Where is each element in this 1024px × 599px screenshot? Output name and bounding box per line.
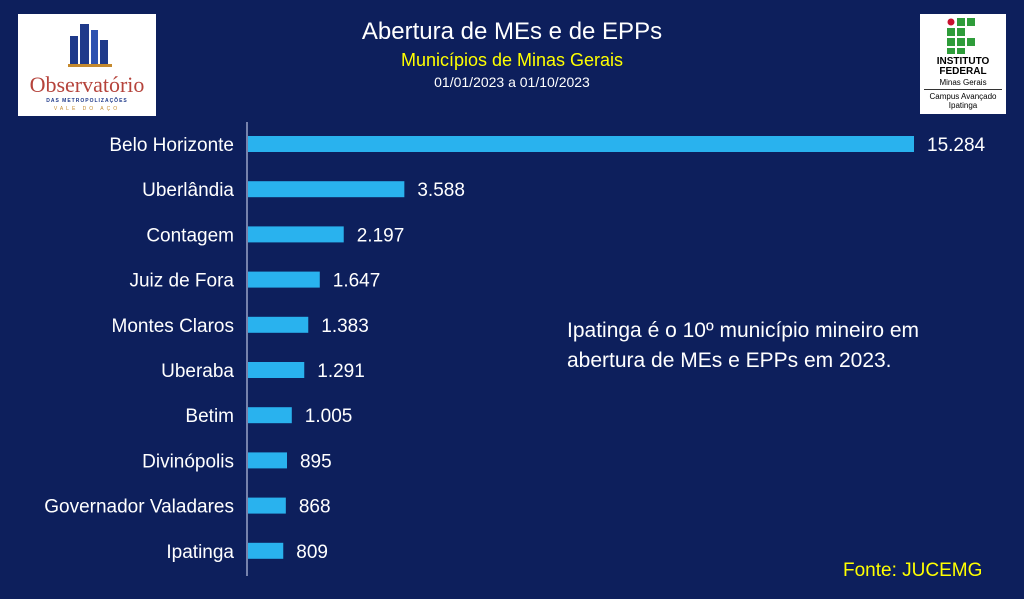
observatorio-logo-line2: DAS METROPOLIZAÇÕES [46, 98, 128, 104]
data-label: 809 [296, 542, 328, 563]
category-label: Betim [185, 406, 234, 427]
bar [248, 407, 292, 424]
data-label: 895 [300, 451, 332, 472]
observatorio-logo-line3: VALE DO AÇO [53, 106, 121, 112]
bar [248, 362, 305, 378]
category-label: Montes Claros [112, 316, 235, 337]
category-label: Divinópolis [142, 451, 234, 472]
bar [248, 452, 287, 469]
category-label: Ipatinga [166, 542, 234, 563]
ifmg-logo-line3: Minas Gerais [939, 78, 987, 87]
ifmg-logo-line5: Ipatinga [948, 101, 978, 110]
category-label: Uberaba [161, 361, 234, 382]
data-label: 1.383 [321, 316, 369, 337]
source-note: Fonte: JUCEMG [843, 560, 983, 581]
bar [248, 226, 344, 243]
data-label: 3.588 [417, 180, 465, 201]
data-label: 2.197 [357, 225, 405, 246]
observatorio-logo: Observatório DAS METROPOLIZAÇÕES VALE DO… [18, 14, 156, 116]
chart-subtitle: Municípios de Minas Gerais [400, 50, 624, 70]
category-label: Juiz de Fora [129, 271, 234, 292]
ifmg-logo-line2: FEDERAL [939, 66, 987, 77]
bar [248, 181, 405, 198]
ifmg-emblem-icon [947, 18, 975, 54]
bar [248, 271, 320, 288]
bar [248, 316, 309, 333]
category-label: Uberlândia [142, 180, 234, 201]
date-range: 01/01/2023 a 01/10/2023 [434, 74, 590, 90]
data-label: 868 [299, 497, 331, 518]
ifmg-logo-line1: INSTITUTO [936, 56, 990, 67]
annotation-text: Ipatinga é o 10º município mineiro em ab… [567, 319, 920, 372]
observatorio-logo-name: Observatório [29, 72, 145, 97]
category-label: Belo Horizonte [109, 135, 234, 156]
ifmg-logo-divider [924, 89, 1002, 90]
chart-title: Abertura de MEs e de EPPs [361, 18, 663, 45]
ifmg-logo: INSTITUTO FEDERAL Minas Gerais Campus Av… [920, 14, 1006, 114]
bar [248, 542, 284, 559]
data-label: 1.291 [317, 361, 365, 382]
data-label: 15.284 [927, 135, 986, 156]
data-label: 1.647 [333, 271, 381, 292]
ifmg-logo-line4: Campus Avançado [929, 92, 997, 101]
bar [248, 136, 914, 152]
data-label: 1.005 [305, 406, 353, 427]
category-label: Contagem [146, 225, 234, 246]
bar [248, 497, 286, 514]
city-skyline-icon [68, 24, 112, 67]
category-label: Governador Valadares [44, 497, 234, 518]
